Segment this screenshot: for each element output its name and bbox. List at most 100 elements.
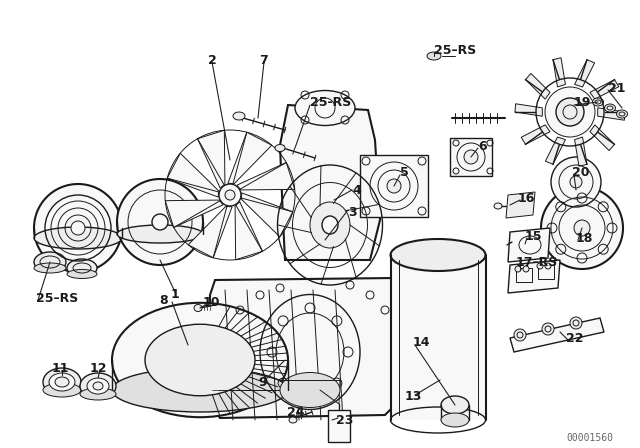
Ellipse shape: [427, 52, 441, 60]
Polygon shape: [241, 193, 292, 237]
Circle shape: [514, 329, 526, 341]
Ellipse shape: [80, 388, 116, 400]
Polygon shape: [598, 108, 625, 120]
Bar: [450, 138, 492, 176]
Ellipse shape: [67, 270, 97, 279]
Ellipse shape: [289, 417, 297, 423]
Ellipse shape: [34, 184, 122, 272]
Text: 7: 7: [260, 53, 268, 66]
Ellipse shape: [34, 227, 122, 249]
Polygon shape: [508, 260, 560, 293]
Ellipse shape: [494, 203, 502, 209]
Text: 8: 8: [159, 293, 168, 306]
Ellipse shape: [112, 368, 288, 412]
Polygon shape: [235, 202, 262, 260]
Text: 15: 15: [525, 229, 543, 242]
Circle shape: [515, 266, 521, 272]
Ellipse shape: [55, 377, 69, 387]
Polygon shape: [167, 153, 219, 197]
Circle shape: [523, 266, 529, 272]
Ellipse shape: [152, 214, 168, 230]
Ellipse shape: [112, 303, 288, 417]
Text: 25–RS: 25–RS: [434, 43, 476, 56]
Ellipse shape: [387, 179, 401, 193]
Ellipse shape: [275, 145, 285, 151]
Ellipse shape: [117, 225, 203, 243]
Circle shape: [574, 220, 590, 236]
Text: 5: 5: [400, 167, 409, 180]
Ellipse shape: [34, 263, 66, 273]
Ellipse shape: [541, 187, 623, 269]
Ellipse shape: [280, 372, 340, 408]
Ellipse shape: [43, 383, 81, 397]
Polygon shape: [575, 137, 587, 166]
Text: 3: 3: [348, 206, 356, 219]
Ellipse shape: [441, 396, 469, 414]
Text: 11: 11: [51, 362, 68, 375]
Text: 24: 24: [287, 405, 305, 418]
Polygon shape: [508, 228, 550, 262]
Polygon shape: [521, 125, 550, 144]
Polygon shape: [165, 200, 223, 228]
Ellipse shape: [616, 110, 627, 118]
Polygon shape: [198, 130, 225, 188]
Ellipse shape: [225, 190, 235, 200]
Text: 1: 1: [171, 289, 179, 302]
Bar: [390, 255, 486, 420]
Polygon shape: [590, 125, 614, 151]
Ellipse shape: [67, 259, 97, 277]
Text: 4: 4: [352, 184, 361, 197]
Text: 21: 21: [608, 82, 625, 95]
Bar: [538, 265, 554, 279]
Text: 16: 16: [518, 191, 536, 204]
Ellipse shape: [80, 373, 116, 399]
Ellipse shape: [145, 324, 255, 396]
Ellipse shape: [43, 368, 81, 396]
Ellipse shape: [194, 305, 202, 311]
Text: 14: 14: [413, 336, 431, 349]
Ellipse shape: [441, 413, 469, 427]
Text: 2: 2: [207, 53, 216, 66]
Ellipse shape: [551, 157, 601, 207]
Ellipse shape: [117, 179, 203, 265]
Text: 9: 9: [259, 375, 268, 388]
Polygon shape: [575, 60, 595, 87]
Text: 19: 19: [574, 96, 591, 109]
Ellipse shape: [295, 90, 355, 125]
Text: 13: 13: [404, 391, 422, 404]
Circle shape: [545, 263, 551, 269]
Ellipse shape: [322, 216, 338, 234]
Ellipse shape: [233, 112, 245, 120]
Bar: [360, 155, 428, 217]
Text: 22: 22: [566, 332, 584, 345]
Polygon shape: [228, 132, 272, 184]
Bar: [328, 410, 350, 442]
Polygon shape: [545, 137, 565, 164]
Polygon shape: [208, 278, 405, 418]
Ellipse shape: [464, 150, 478, 164]
Ellipse shape: [71, 221, 85, 235]
Ellipse shape: [545, 87, 595, 137]
Text: 12: 12: [89, 362, 107, 375]
Text: 20: 20: [572, 167, 589, 180]
Ellipse shape: [49, 373, 75, 391]
Polygon shape: [510, 318, 604, 352]
Ellipse shape: [390, 239, 486, 271]
Ellipse shape: [93, 382, 103, 390]
Polygon shape: [553, 58, 565, 87]
Text: 18: 18: [576, 232, 593, 245]
Ellipse shape: [605, 104, 616, 112]
Text: 6: 6: [478, 139, 486, 152]
Polygon shape: [506, 192, 535, 218]
Circle shape: [542, 323, 554, 335]
Ellipse shape: [219, 184, 241, 206]
Ellipse shape: [593, 98, 604, 106]
Text: 25–RS: 25–RS: [36, 292, 78, 305]
Ellipse shape: [310, 202, 350, 248]
Text: 17–RS: 17–RS: [516, 257, 558, 270]
Polygon shape: [280, 105, 380, 260]
Bar: [516, 268, 532, 282]
Polygon shape: [237, 163, 295, 190]
Text: 23: 23: [336, 414, 353, 426]
Ellipse shape: [556, 98, 584, 126]
